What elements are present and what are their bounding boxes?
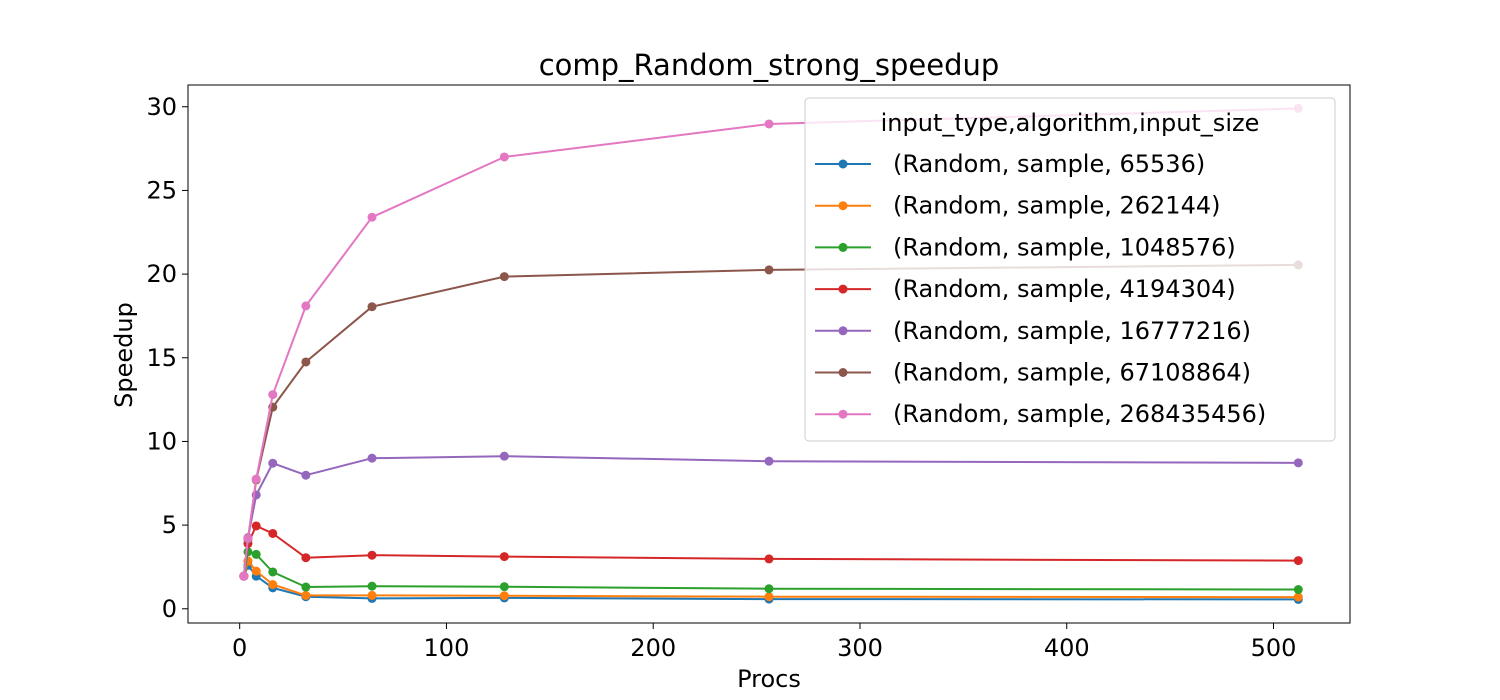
data-point <box>268 390 278 400</box>
data-point <box>764 584 774 594</box>
legend-entry: (Random, sample, 4194304) <box>815 275 1236 303</box>
legend-label: (Random, sample, 4194304) <box>893 275 1236 303</box>
x-axis-ticks: 0 100 200 300 400 500 <box>232 623 1296 662</box>
y-tick-label: 20 <box>146 260 177 288</box>
data-point <box>301 301 311 311</box>
data-point <box>251 474 261 484</box>
data-point <box>764 592 774 602</box>
data-point <box>764 554 774 564</box>
data-point <box>1293 592 1303 602</box>
data-point <box>301 582 311 592</box>
data-point <box>499 152 509 162</box>
y-tick-label: 25 <box>146 176 177 204</box>
data-point <box>301 590 311 600</box>
data-point <box>499 591 509 601</box>
legend-swatch-marker <box>838 409 848 419</box>
plot-frame <box>187 84 1351 624</box>
legend-entry: (Random, sample, 268435456) <box>815 400 1266 428</box>
data-point <box>268 567 278 577</box>
data-point <box>1293 458 1303 468</box>
data-point <box>251 566 261 576</box>
legend-entry: (Random, sample, 1048576) <box>815 233 1236 261</box>
x-tick-label: 500 <box>1251 634 1297 662</box>
legend-swatch-marker <box>838 326 848 336</box>
chart-title: comp_Random_strong_speedup <box>539 48 1000 82</box>
legend-swatch-marker <box>838 368 848 377</box>
legend-label: (Random, sample, 262144) <box>893 192 1220 220</box>
data-point <box>268 580 278 590</box>
y-tick-label: 30 <box>146 93 177 121</box>
data-point <box>367 212 377 222</box>
x-tick-label: 0 <box>232 634 247 662</box>
data-point <box>764 265 774 275</box>
y-tick-label: 15 <box>146 344 177 372</box>
legend-entry: (Random, sample, 67108864) <box>815 359 1251 387</box>
data-point <box>367 453 377 463</box>
data-point <box>251 549 261 559</box>
data-point <box>764 119 774 129</box>
series-4 <box>239 521 1303 581</box>
legend-label: (Random, sample, 67108864) <box>893 359 1251 387</box>
data-point <box>499 451 509 461</box>
x-tick-label: 100 <box>424 634 470 662</box>
legend-label: (Random, sample, 65536) <box>893 150 1205 178</box>
data-point <box>499 552 509 562</box>
y-tick-label: 5 <box>162 511 177 539</box>
data-point <box>301 357 311 367</box>
legend-label: (Random, sample, 16777216) <box>893 317 1251 345</box>
y-tick-label: 0 <box>162 595 177 623</box>
legend-entry: (Random, sample, 65536) <box>815 150 1205 178</box>
series-line <box>242 524 1299 577</box>
series-3 <box>239 547 1303 595</box>
legend-title: input_type,algorithm,input_size <box>881 109 1260 137</box>
x-tick-label: 300 <box>837 634 883 662</box>
x-tick-label: 200 <box>630 634 676 662</box>
data-point <box>499 582 509 592</box>
data-point <box>301 470 311 480</box>
data-point <box>268 528 278 538</box>
data-point <box>251 521 261 531</box>
series-2 <box>239 556 1303 602</box>
legend-swatch-marker <box>838 159 848 169</box>
y-axis-title: Speedup <box>110 302 138 408</box>
data-point <box>367 550 377 560</box>
x-axis-title: Procs <box>737 665 801 693</box>
legend-box <box>804 97 1336 442</box>
data-point <box>1293 585 1303 595</box>
data-point <box>367 302 377 312</box>
legend-label: (Random, sample, 268435456) <box>893 400 1266 428</box>
legend-swatch-marker <box>838 284 848 294</box>
data-point <box>367 581 377 591</box>
data-point <box>243 533 253 543</box>
series-7 <box>239 103 1303 581</box>
plot-area <box>187 84 1351 624</box>
legend-label: (Random, sample, 1048576) <box>893 233 1236 261</box>
y-axis-ticks: 0 5 10 15 20 25 30 <box>146 93 188 623</box>
x-tick-label: 400 <box>1044 634 1090 662</box>
legend-entry: (Random, sample, 262144) <box>815 192 1220 220</box>
legend-entry: (Random, sample, 16777216) <box>815 317 1251 345</box>
series-layer <box>239 103 1303 604</box>
data-point <box>301 553 311 563</box>
data-point <box>367 590 377 600</box>
data-point <box>764 456 774 466</box>
data-point <box>1293 556 1303 566</box>
legend: input_type,algorithm,input_size (Random,… <box>804 97 1336 442</box>
legend-swatch-marker <box>838 242 848 252</box>
legend-swatch-marker <box>838 201 848 211</box>
legend-entries: (Random, sample, 65536) (Random, sample, … <box>815 150 1266 428</box>
data-point <box>499 272 509 282</box>
y-tick-label: 10 <box>146 427 177 455</box>
data-point <box>239 571 249 581</box>
data-point <box>268 458 278 468</box>
